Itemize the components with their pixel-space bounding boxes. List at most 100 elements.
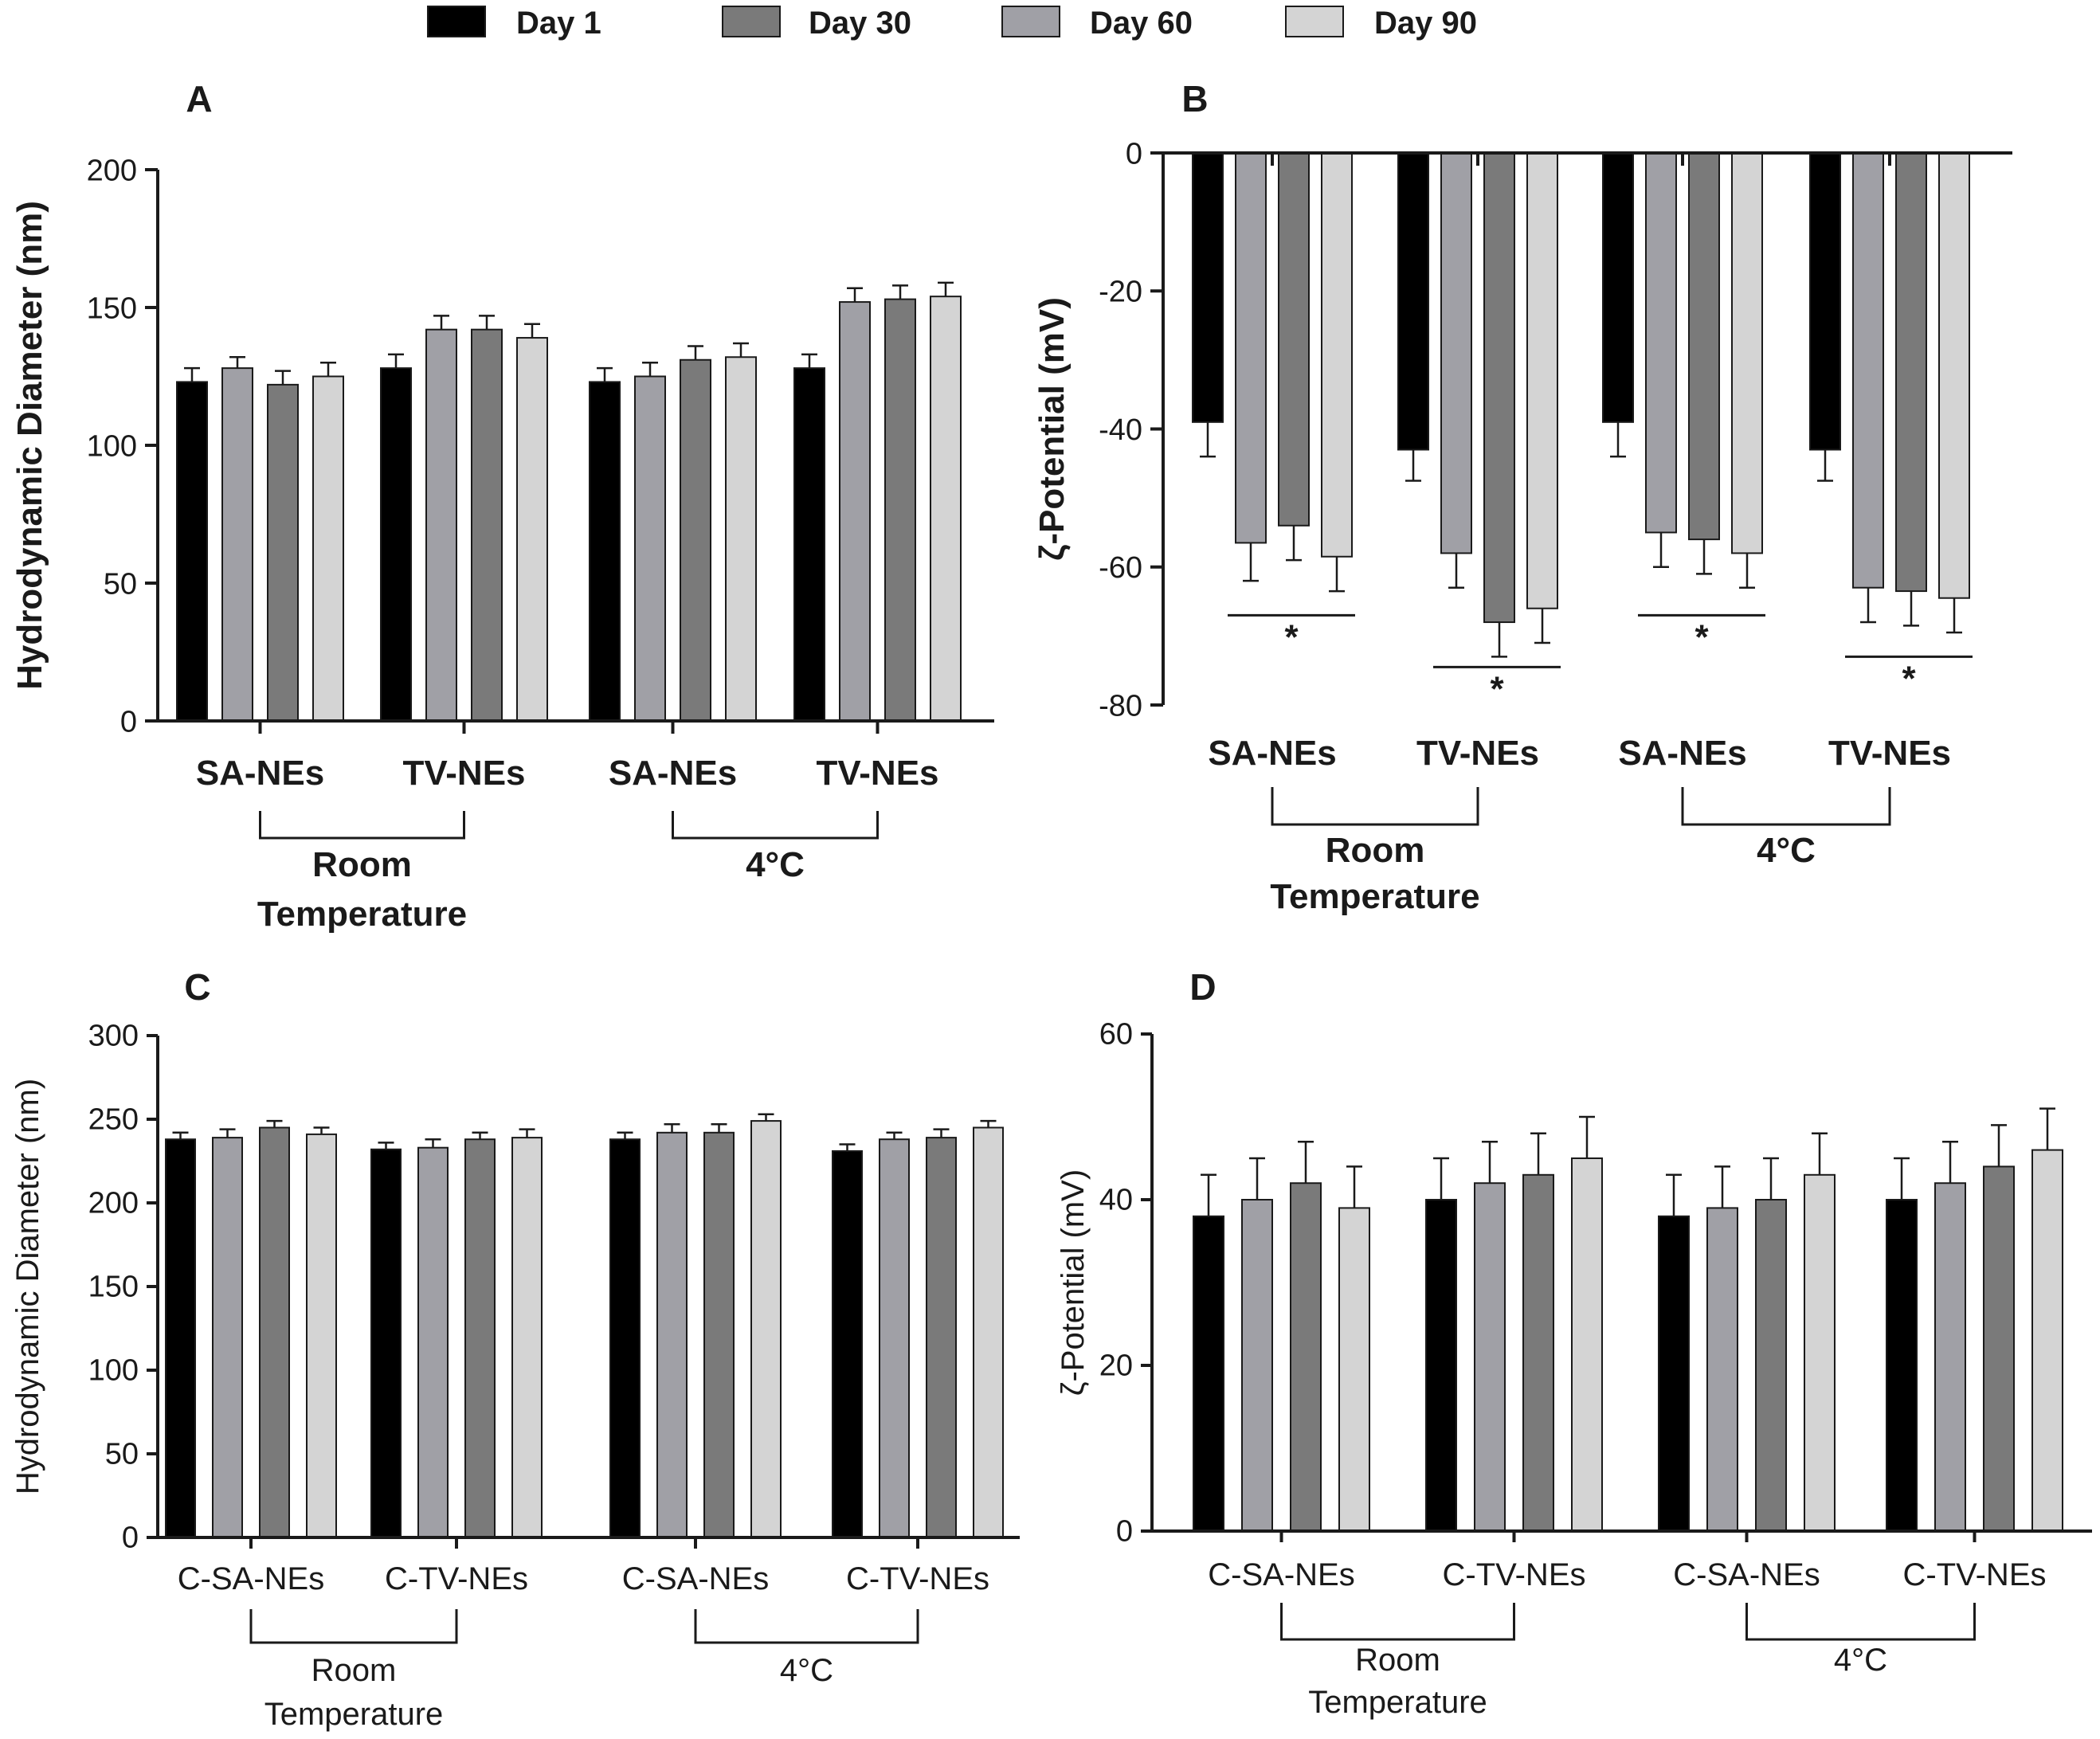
- panel-letter: A: [186, 78, 212, 119]
- group-label: Temperature: [264, 1697, 444, 1732]
- bar-day-1-sa-nes-1: [176, 381, 208, 722]
- panel-c: C Hydrodynamic Diameter (nm) 0 50 100 150 200 2…: [10, 966, 1020, 1732]
- legend-swatch-day-30: [722, 6, 781, 37]
- bar-day-90-c-tv-nes-2: [1571, 1157, 1603, 1532]
- y-tick-label: -40: [1099, 413, 1142, 447]
- bar-day-1-c-sa-nes-1: [1193, 1215, 1224, 1533]
- y-tick-label: 300: [88, 1020, 139, 1053]
- bar-day-30-tv-nes-2: [425, 328, 457, 722]
- y-tick-label: 20: [1099, 1349, 1133, 1383]
- bar-day-60-tv-nes-4: [1895, 152, 1927, 593]
- bar-day-30-sa-nes-3: [634, 375, 666, 722]
- legend-label-day-1: Day 1: [516, 6, 601, 41]
- bar-day-90-sa-nes-3: [725, 356, 757, 722]
- bar-day-30-c-sa-nes-1: [212, 1137, 243, 1538]
- bar-day-90-tv-nes-2: [516, 337, 548, 722]
- legend-label-day-90: Day 90: [1374, 6, 1477, 41]
- bar-day-1-tv-nes-4: [1809, 152, 1841, 451]
- bar-day-60-c-sa-nes-1: [1290, 1182, 1322, 1532]
- x-category-label: C-TV-NEs: [1443, 1557, 1586, 1592]
- bar-day-30-sa-nes-1: [221, 367, 253, 722]
- x-category-label: C-SA-NEs: [178, 1561, 324, 1596]
- x-category-label: TV-NEs: [1416, 734, 1539, 773]
- group-label: Temperature: [257, 895, 467, 934]
- bar-day-1-c-tv-nes-2: [370, 1148, 402, 1539]
- bar-day-90-c-tv-nes-4: [2031, 1149, 2063, 1532]
- y-tick-label: 60: [1099, 1018, 1133, 1052]
- panel-b: Bζ-Potential (mV) 0 -20 -40 -60 -80 SA-NEs TV-N…: [1032, 78, 2012, 916]
- bar-day-60-c-sa-nes-3: [703, 1131, 735, 1539]
- group-label: Room: [1326, 831, 1425, 870]
- bar-day-30-c-sa-nes-3: [656, 1131, 688, 1539]
- bar-day-90-c-sa-nes-3: [1804, 1173, 1836, 1533]
- bar-day-1-tv-nes-4: [793, 367, 825, 722]
- bar-day-1-tv-nes-2: [380, 367, 412, 722]
- bar-day-60-c-tv-nes-2: [1522, 1173, 1554, 1533]
- x-category-label: TV-NEs: [1828, 734, 1951, 773]
- bar-day-30-c-tv-nes-4: [879, 1138, 910, 1538]
- x-category-label: TV-NEs: [402, 754, 525, 793]
- bar-day-30-tv-nes-2: [1440, 152, 1472, 554]
- x-category-label: C-TV-NEs: [1903, 1557, 2047, 1592]
- bar-day-60-tv-nes-2: [1483, 152, 1515, 624]
- group-bracket: [1681, 787, 1891, 826]
- y-axis-label: ζ-Potential (mV): [1056, 1169, 1091, 1396]
- y-tick-label: -20: [1099, 276, 1142, 309]
- y-tick-label: 0: [1126, 137, 1142, 170]
- group-label: 4°C: [746, 845, 805, 884]
- bar-day-30-c-sa-nes-1: [1241, 1199, 1273, 1532]
- bar-day-30-sa-nes-3: [1645, 152, 1677, 534]
- bar-day-60-c-tv-nes-2: [464, 1138, 496, 1538]
- panel-letter: C: [184, 966, 210, 1008]
- group-bracket: [672, 811, 879, 840]
- bar-day-90-c-sa-nes-1: [306, 1133, 337, 1539]
- group-bracket: [1280, 1603, 1515, 1641]
- y-tick-label: 200: [87, 154, 137, 187]
- bar-day-1-c-sa-nes-1: [165, 1138, 196, 1538]
- bar-day-30-c-tv-nes-2: [417, 1146, 449, 1538]
- x-category-label: C-TV-NEs: [385, 1561, 528, 1596]
- bar-day-90-c-tv-nes-4: [973, 1126, 1004, 1538]
- significance-star: *: [1284, 617, 1299, 656]
- bar-day-60-tv-nes-4: [884, 298, 916, 722]
- group-label: Room: [1355, 1643, 1440, 1678]
- x-category-label: C-SA-NEs: [1673, 1557, 1820, 1592]
- group-bracket: [259, 811, 465, 840]
- y-axis-label: ζ-Potential (mV): [1032, 297, 1072, 561]
- bar-day-1-sa-nes-3: [589, 381, 621, 722]
- x-category-label: C-TV-NEs: [846, 1561, 989, 1596]
- group-bracket: [1271, 787, 1479, 826]
- x-category-label: SA-NEs: [1208, 734, 1336, 773]
- group-label: Room: [312, 845, 412, 884]
- bar-day-90-tv-nes-4: [1938, 152, 1970, 599]
- bar-day-60-sa-nes-1: [267, 383, 299, 722]
- y-axis-label: Hydrodynamic Diameter (nm): [10, 1079, 45, 1494]
- y-tick-label: 150: [87, 292, 137, 325]
- panel-a: A Hydrodynamic Diameter (nm) 0 50 100 150 200 S…: [10, 78, 994, 934]
- y-tick-label: 0: [1116, 1515, 1133, 1549]
- group-label: 4°C: [780, 1653, 833, 1688]
- bar-day-30-tv-nes-4: [1852, 152, 1884, 589]
- legend-label-day-60: Day 60: [1090, 6, 1193, 41]
- y-tick-label: 100: [87, 429, 137, 463]
- panel-d: Dζ-Potential (mV) 0 20 40 60 C-SA-NEs C-TV-NEs…: [1056, 966, 2092, 1720]
- bar-day-90-sa-nes-3: [1731, 152, 1763, 554]
- bar-day-1-c-tv-nes-4: [1886, 1199, 1918, 1532]
- group-label: Temperature: [1270, 877, 1479, 916]
- significance-star: *: [1694, 617, 1709, 656]
- y-tick-label: 250: [88, 1103, 139, 1137]
- bar-day-1-sa-nes-3: [1602, 152, 1634, 423]
- y-tick-label: 50: [105, 1438, 139, 1471]
- x-category-label: C-SA-NEs: [1208, 1557, 1354, 1592]
- y-axis-label: Hydrodynamic Diameter (nm): [10, 201, 49, 690]
- group-label: 4°C: [1834, 1643, 1887, 1678]
- legend: Day 1 Day 30 Day 60 Day 90: [427, 6, 1477, 41]
- y-tick-label: 40: [1099, 1184, 1133, 1217]
- bar-day-30-tv-nes-4: [839, 301, 871, 722]
- bar-day-90-tv-nes-4: [930, 296, 962, 723]
- bar-day-60-tv-nes-2: [471, 328, 503, 722]
- group-bracket: [249, 1609, 458, 1644]
- group-label: 4°C: [1757, 831, 1816, 870]
- bar-day-90-c-sa-nes-3: [750, 1120, 782, 1538]
- bar-day-90-c-tv-nes-2: [511, 1137, 543, 1538]
